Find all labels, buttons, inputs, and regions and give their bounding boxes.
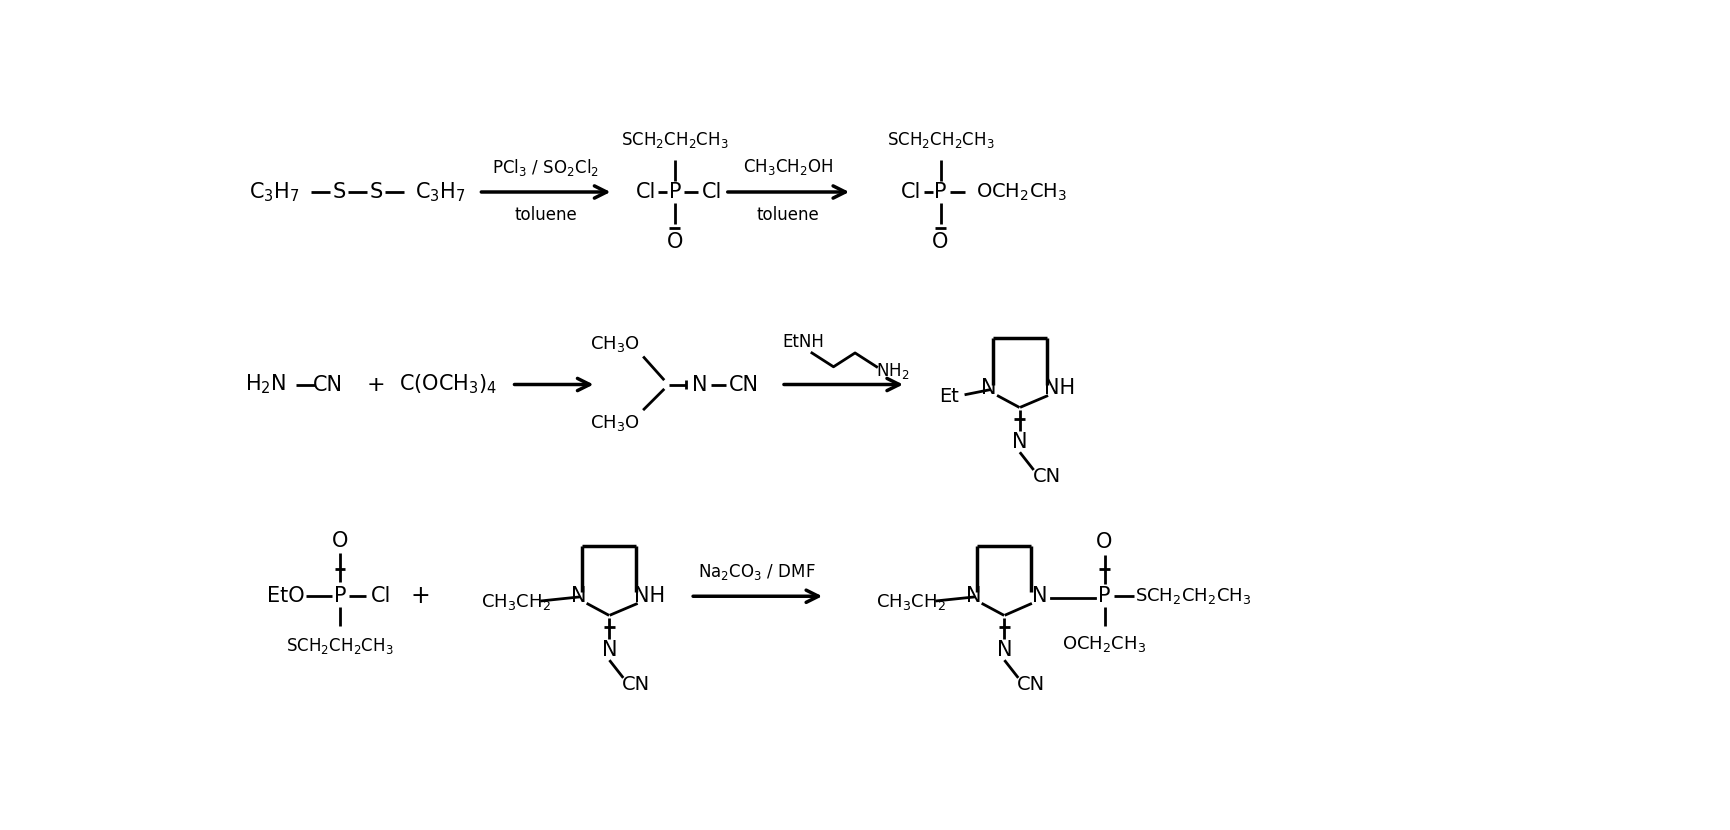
Text: $\mathrm{H_2N}$: $\mathrm{H_2N}$ bbox=[244, 373, 285, 396]
Text: $\mathrm{CH_3O}$: $\mathrm{CH_3O}$ bbox=[590, 413, 640, 433]
Text: O: O bbox=[666, 232, 683, 252]
Text: NH: NH bbox=[633, 586, 664, 606]
Text: $\mathrm{OCH_2CH_3}$: $\mathrm{OCH_2CH_3}$ bbox=[976, 181, 1067, 203]
Text: CN: CN bbox=[1033, 467, 1060, 486]
Text: EtNH: EtNH bbox=[782, 333, 825, 351]
Text: N: N bbox=[1033, 586, 1048, 606]
Text: $\mathrm{PCl_3\ /\ SO_2Cl_2}$: $\mathrm{PCl_3\ /\ SO_2Cl_2}$ bbox=[491, 157, 599, 178]
Text: CN: CN bbox=[728, 374, 758, 394]
Text: Et: Et bbox=[939, 387, 958, 406]
Text: toluene: toluene bbox=[756, 206, 820, 224]
Text: N: N bbox=[1012, 432, 1028, 452]
Text: Cl: Cl bbox=[901, 182, 922, 202]
Text: N: N bbox=[571, 586, 586, 606]
Text: $\mathrm{CH_3CH_2}$: $\mathrm{CH_3CH_2}$ bbox=[875, 593, 945, 613]
Text: $\mathrm{CH_3CH_2}$: $\mathrm{CH_3CH_2}$ bbox=[481, 593, 550, 613]
Text: CN: CN bbox=[623, 676, 650, 695]
Text: $\mathrm{SCH_2CH_2CH_3}$: $\mathrm{SCH_2CH_2CH_3}$ bbox=[285, 637, 394, 657]
Text: P: P bbox=[668, 182, 682, 202]
Text: +: + bbox=[367, 374, 386, 394]
Text: CN: CN bbox=[313, 374, 343, 394]
Text: $\mathrm{CH_3O}$: $\mathrm{CH_3O}$ bbox=[590, 334, 640, 354]
Text: NH: NH bbox=[1045, 378, 1076, 398]
Text: O: O bbox=[932, 232, 948, 252]
Text: N: N bbox=[602, 640, 618, 660]
Text: Cl: Cl bbox=[702, 182, 721, 202]
Text: $\mathrm{C_3H_7}$: $\mathrm{C_3H_7}$ bbox=[415, 180, 465, 204]
Text: $\mathrm{SCH_2CH_2CH_3}$: $\mathrm{SCH_2CH_2CH_3}$ bbox=[621, 129, 728, 149]
Text: $\mathrm{Na_2CO_3\ /\ DMF}$: $\mathrm{Na_2CO_3\ /\ DMF}$ bbox=[699, 562, 817, 582]
Text: P: P bbox=[1099, 586, 1111, 606]
Text: +: + bbox=[412, 584, 431, 608]
Text: N: N bbox=[965, 586, 981, 606]
Text: P: P bbox=[934, 182, 946, 202]
Text: $\mathrm{CH_3CH_2OH}$: $\mathrm{CH_3CH_2OH}$ bbox=[742, 158, 834, 178]
Text: $\mathrm{SCH_2CH_2CH_3}$: $\mathrm{SCH_2CH_2CH_3}$ bbox=[887, 129, 995, 149]
Text: S: S bbox=[370, 182, 382, 202]
Text: N: N bbox=[692, 374, 708, 394]
Text: O: O bbox=[332, 531, 348, 551]
Text: $\mathrm{SCH_2CH_2CH_3}$: $\mathrm{SCH_2CH_2CH_3}$ bbox=[1135, 586, 1251, 606]
Text: S: S bbox=[332, 182, 346, 202]
Text: $\mathrm{C(OCH_3)_4}$: $\mathrm{C(OCH_3)_4}$ bbox=[398, 373, 497, 396]
Text: P: P bbox=[334, 586, 346, 606]
Text: EtO: EtO bbox=[266, 586, 304, 606]
Text: CN: CN bbox=[1017, 676, 1045, 695]
Text: toluene: toluene bbox=[514, 206, 576, 224]
Text: $\mathrm{OCH_2CH_3}$: $\mathrm{OCH_2CH_3}$ bbox=[1062, 634, 1147, 654]
Text: N: N bbox=[996, 640, 1012, 660]
Text: $\mathrm{NH_2}$: $\mathrm{NH_2}$ bbox=[875, 361, 910, 381]
Text: Cl: Cl bbox=[372, 586, 391, 606]
Text: N: N bbox=[981, 378, 996, 398]
Text: O: O bbox=[1097, 532, 1112, 552]
Text: Cl: Cl bbox=[635, 182, 656, 202]
Text: $\mathrm{C_3H_7}$: $\mathrm{C_3H_7}$ bbox=[249, 180, 299, 204]
